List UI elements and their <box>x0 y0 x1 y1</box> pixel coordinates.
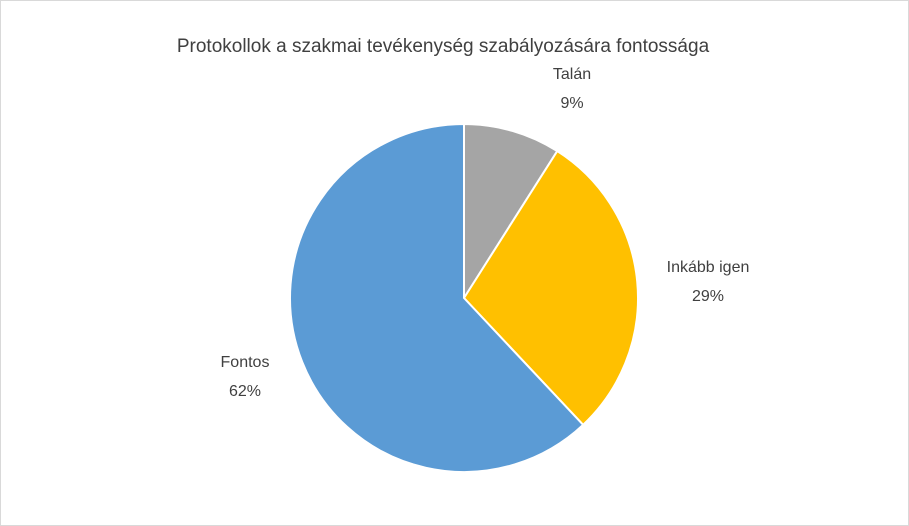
slice-label: Talán <box>553 66 591 83</box>
slice-value-label: 29% <box>692 288 724 305</box>
slice-label: Inkább igen <box>667 259 750 276</box>
pie-slice <box>463 122 559 302</box>
slice-label: Fontos <box>221 354 270 371</box>
slice-value-label: 62% <box>229 383 261 400</box>
slice-value-label: 9% <box>560 95 583 112</box>
pie-slice <box>462 149 639 427</box>
pie-slice <box>289 122 585 473</box>
chart-title: Protokollok a szakmai tevékenység szabál… <box>177 36 710 57</box>
